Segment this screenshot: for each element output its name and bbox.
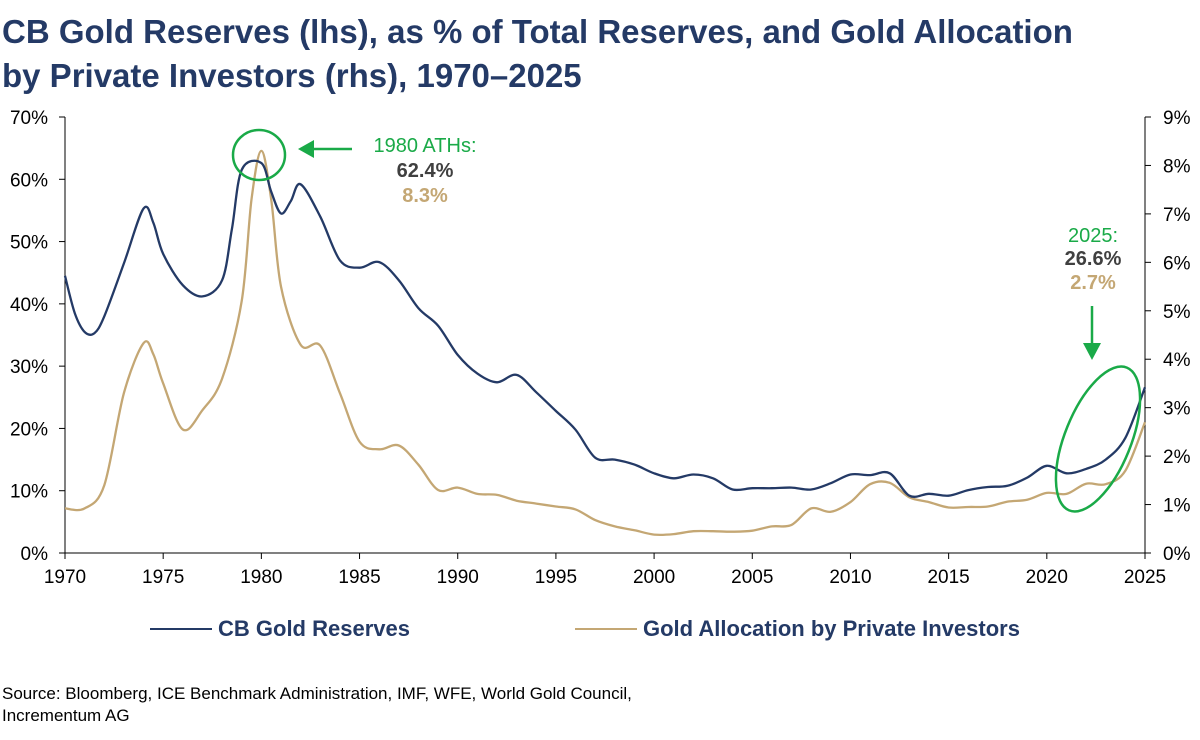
y-left-tick-label: 40% (10, 295, 48, 316)
legend-item-cb: CB Gold Reserves (150, 614, 410, 644)
arrow-1980-icon (298, 140, 352, 158)
y-right-tick-label: 8% (1163, 156, 1191, 177)
annotation-2025-cb-value: 26.6% (1065, 248, 1122, 270)
legend-swatch-private (575, 628, 637, 630)
y-left-tick-label: 20% (10, 419, 48, 440)
series-line-cb-gold-reserves (63, 159, 1147, 498)
source-line-1: Source: Bloomberg, ICE Benchmark Adminis… (2, 684, 632, 703)
arrow-2025-icon (1083, 306, 1101, 360)
y-right-tick-label: 6% (1163, 253, 1191, 274)
legend-swatch-cb (150, 628, 212, 630)
source-line-2: Incrementum AG (2, 706, 130, 725)
x-tick-label: 1985 (338, 567, 380, 588)
y-left-tick-label: 60% (10, 170, 48, 191)
annotation-2025-label: 2025: (1068, 225, 1118, 247)
y-left-tick-label: 70% (10, 108, 48, 129)
annotation-2025-private-value: 2.7% (1070, 272, 1116, 294)
y-right-tick-label: 2% (1163, 447, 1191, 468)
x-tick-label: 2005 (731, 567, 773, 588)
series-lines (63, 149, 1147, 537)
legend-label-cb: CB Gold Reserves (218, 616, 410, 641)
source-note: Source: Bloomberg, ICE Benchmark Adminis… (2, 683, 902, 727)
legend-label-private: Gold Allocation by Private Investors (643, 616, 1020, 641)
x-tick-label: 1990 (437, 567, 479, 588)
y-left-tick-label: 10% (10, 482, 48, 503)
x-tick-label: 1995 (535, 567, 577, 588)
y-right-tick-label: 4% (1163, 350, 1191, 371)
y-right-tick-label: 9% (1163, 108, 1191, 129)
y-right-tick-label: 1% (1163, 496, 1191, 517)
x-tick-label: 2020 (1026, 567, 1068, 588)
annotations-group: 1980 ATHs: 62.4% 8.3% 2025: 26.6% 2.7% (231, 128, 1142, 513)
series-line-private-investors (64, 149, 1147, 537)
x-tick-label: 2000 (633, 567, 675, 588)
y-right-tick-label: 0% (1163, 544, 1191, 565)
x-tick-label: 2025 (1124, 567, 1166, 588)
y-right-tick-label: 5% (1163, 302, 1191, 323)
y-left-tick-label: 30% (10, 357, 48, 378)
x-tick-label: 1980 (240, 567, 282, 588)
highlight-circle-2025 (1054, 365, 1142, 513)
axes-group: 0% 10% 20% 30% 40% 50% 60% 70% 0% 1% 2% 3% 4% 5% 6% 7% 8… (10, 108, 1191, 588)
x-tick-label: 1970 (44, 567, 86, 588)
x-tick-label: 2015 (927, 567, 969, 588)
y-right-tick-label: 7% (1163, 205, 1191, 226)
title-line-1: CB Gold Reserves (lhs), as % of Total Re… (2, 13, 1073, 50)
chart-title: CB Gold Reserves (lhs), as % of Total Re… (2, 10, 1198, 98)
annotation-1980-cb-value: 62.4% (397, 160, 454, 182)
annotation-1980-private-value: 8.3% (402, 185, 448, 207)
title-line-2: by Private Investors (rhs), 1970–2025 (2, 57, 582, 94)
highlight-circle-1980 (231, 128, 287, 182)
y-left-tick-label: 0% (21, 544, 49, 565)
x-tick-label: 1975 (142, 567, 184, 588)
legend-item-private: Gold Allocation by Private Investors (575, 614, 1020, 644)
annotation-1980-label: 1980 ATHs: (373, 135, 476, 157)
y-left-tick-label: 50% (10, 233, 48, 254)
x-tick-label: 2010 (829, 567, 871, 588)
y-right-tick-label: 3% (1163, 399, 1191, 420)
